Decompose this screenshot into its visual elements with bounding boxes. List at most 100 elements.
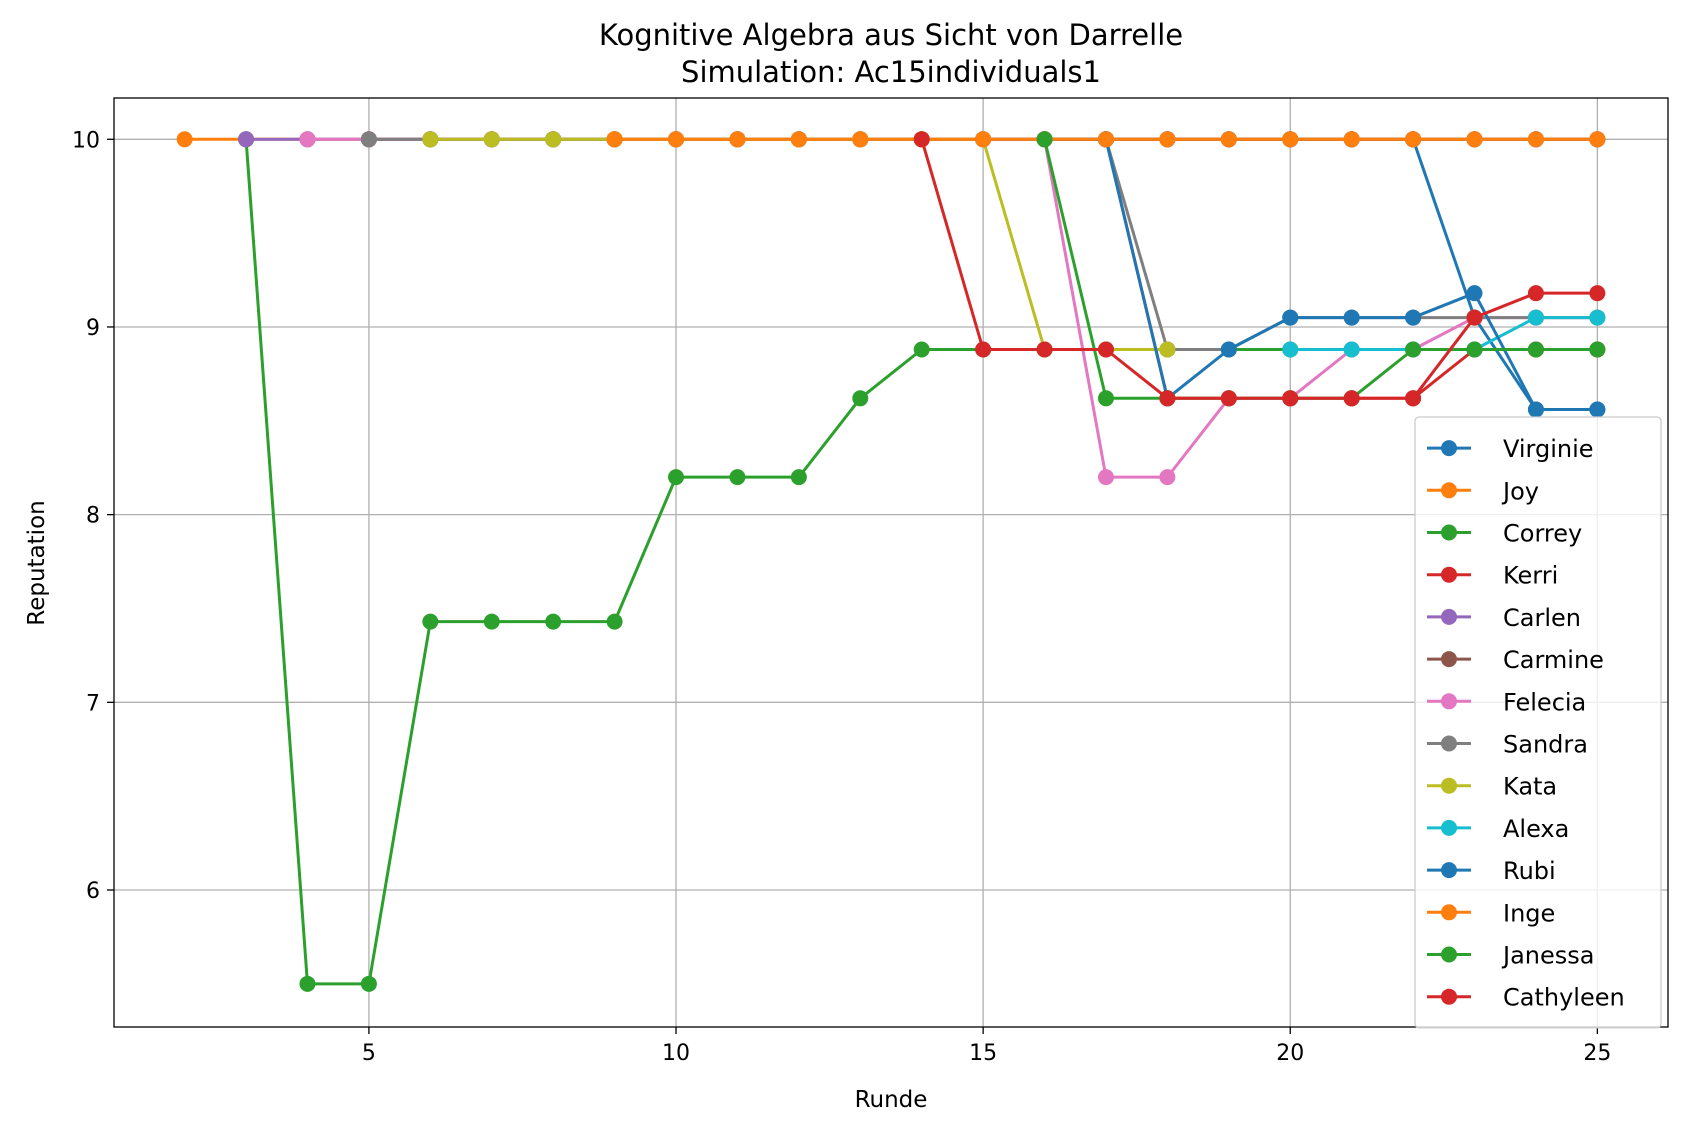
data-point-inge — [668, 131, 685, 148]
data-point-rubi — [1220, 341, 1237, 358]
data-point-inge — [1589, 131, 1606, 148]
data-point-correy — [422, 613, 439, 630]
data-point-inge — [1159, 131, 1176, 148]
legend-marker-inge — [1441, 904, 1457, 921]
y-tick-label: 9 — [86, 316, 100, 341]
data-point-correy — [545, 613, 562, 630]
legend-label-carlen: Carlen — [1503, 604, 1581, 632]
data-point-kata — [545, 131, 562, 148]
data-point-janessa — [1589, 341, 1606, 358]
legend-item-correy: Correy — [1427, 520, 1582, 548]
data-point-inge — [1097, 131, 1114, 148]
data-point-cathyleen — [1159, 390, 1176, 407]
legend-item-carlen: Carlen — [1427, 604, 1581, 632]
data-point-rubi — [1466, 285, 1483, 302]
data-point-rubi — [1589, 401, 1606, 418]
data-point-carlen — [238, 131, 255, 148]
legend-label-rubi: Rubi — [1503, 857, 1556, 885]
legend-item-sandra: Sandra — [1427, 731, 1588, 759]
legend-item-rubi: Rubi — [1427, 857, 1556, 885]
legend-item-janessa: Janessa — [1427, 942, 1594, 970]
data-point-cathyleen — [975, 341, 992, 358]
data-point-correy — [360, 975, 377, 992]
legend-marker-kerri — [1441, 566, 1457, 583]
x-tick-label: 25 — [1583, 1041, 1611, 1066]
legend-label-carmine: Carmine — [1503, 646, 1604, 674]
legend-marker-sandra — [1441, 735, 1457, 752]
data-point-alexa — [1343, 341, 1360, 358]
data-point-alexa — [1527, 309, 1544, 326]
data-point-felecia — [1159, 469, 1176, 486]
data-point-janessa — [1466, 341, 1483, 358]
data-point-inge — [606, 131, 623, 148]
data-point-correy — [606, 613, 623, 630]
data-point-correy — [852, 390, 869, 407]
legend-marker-felecia — [1441, 693, 1457, 710]
legend-marker-virginie — [1441, 440, 1457, 457]
legend: Virginie Joy Correy Kerri Carlen Carmine Felec… — [1414, 416, 1662, 1029]
data-point-cathyleen — [1036, 341, 1053, 358]
legend-item-carmine: Carmine — [1427, 646, 1604, 674]
data-point-alexa — [1282, 341, 1299, 358]
data-point-correy — [729, 469, 746, 486]
data-point-cathyleen — [1527, 285, 1544, 302]
data-point-janessa — [1097, 390, 1114, 407]
data-point-cathyleen — [1343, 390, 1360, 407]
data-point-inge — [790, 131, 807, 148]
legend-label-janessa: Janessa — [1501, 942, 1594, 970]
data-point-rubi — [1405, 309, 1422, 326]
chart-title: Kognitive Algebra aus Sicht von Darrelle — [599, 18, 1183, 52]
legend-marker-joy — [1441, 482, 1457, 499]
y-axis-label: Reputation — [24, 500, 50, 625]
data-point-cathyleen — [1282, 390, 1299, 407]
data-point-alexa — [1589, 309, 1606, 326]
legend-item-kata: Kata — [1427, 773, 1557, 801]
legend-label-sandra: Sandra — [1503, 731, 1588, 759]
data-point-cathyleen — [1097, 341, 1114, 358]
data-point-rubi — [1343, 309, 1360, 326]
data-point-inge — [852, 131, 869, 148]
data-point-correy — [299, 975, 316, 992]
data-point-rubi — [1527, 401, 1544, 418]
data-point-kata — [422, 131, 439, 148]
legend-label-alexa: Alexa — [1503, 815, 1569, 843]
data-point-inge — [975, 131, 992, 148]
legend-box — [1414, 416, 1662, 1029]
y-tick-label: 8 — [86, 504, 100, 529]
y-tick-label: 6 — [86, 879, 100, 904]
data-point-inge — [729, 131, 746, 148]
series-layer — [176, 131, 1606, 992]
data-point-inge — [1282, 131, 1299, 148]
y-tick-label: 10 — [72, 128, 100, 153]
data-point-janessa — [1036, 131, 1053, 148]
x-tick-label: 10 — [662, 1041, 690, 1066]
legend-label-virginie: Virginie — [1503, 435, 1594, 463]
legend-marker-kata — [1441, 777, 1457, 794]
legend-label-correy: Correy — [1503, 520, 1582, 548]
data-point-cathyleen — [1466, 309, 1483, 326]
data-point-inge — [1527, 131, 1544, 148]
data-point-inge — [1466, 131, 1483, 148]
legend-label-cathyleen: Cathyleen — [1503, 984, 1625, 1012]
chart-subtitle: Simulation: Ac15individuals1 — [681, 55, 1101, 89]
data-point-inge — [1405, 131, 1422, 148]
legend-item-virginie: Virginie — [1427, 435, 1594, 463]
data-point-cathyleen — [913, 131, 930, 148]
series-line-cathyleen — [920, 138, 1598, 400]
legend-marker-alexa — [1441, 819, 1457, 836]
legend-item-felecia: Felecia — [1427, 688, 1586, 716]
data-point-sandra — [360, 131, 377, 148]
data-point-correy — [913, 341, 930, 358]
data-point-cathyleen — [1589, 285, 1606, 302]
x-tick-label: 20 — [1276, 1041, 1304, 1066]
data-point-inge — [1343, 131, 1360, 148]
data-point-janessa — [1527, 341, 1544, 358]
legend-item-joy: Joy — [1427, 477, 1539, 505]
legend-label-joy: Joy — [1501, 477, 1539, 505]
legend-marker-carlen — [1441, 608, 1457, 625]
data-point-kata — [1159, 341, 1176, 358]
data-point-correy — [483, 613, 500, 630]
legend-marker-carmine — [1441, 651, 1457, 668]
